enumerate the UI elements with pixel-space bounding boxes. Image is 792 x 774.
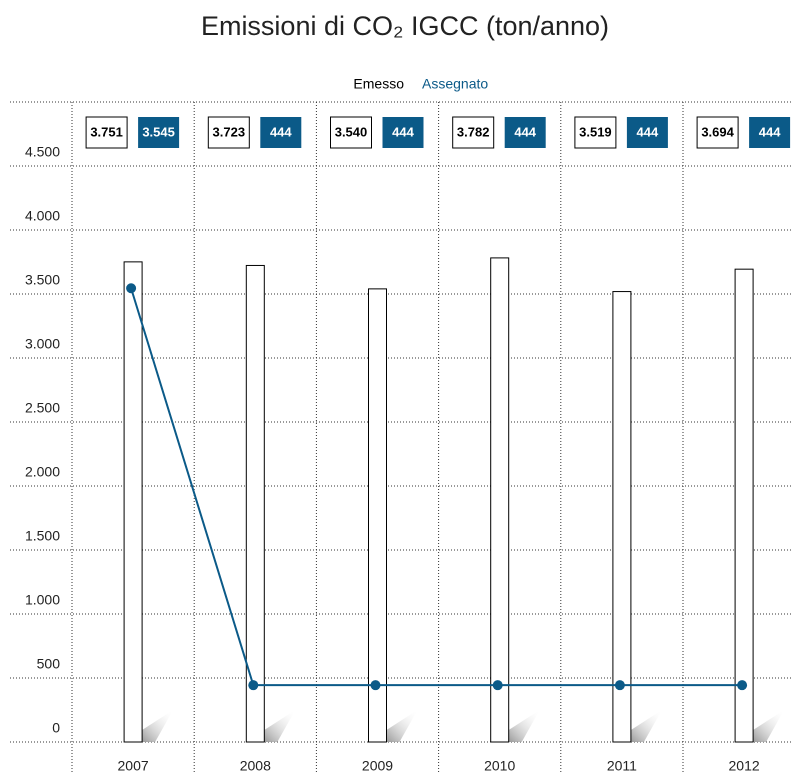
line-point	[370, 680, 381, 691]
line-point	[492, 680, 503, 691]
chart-title: Emissioni di CO₂ IGCC (ton/anno)	[201, 11, 609, 41]
value-label: 444	[759, 124, 781, 139]
bar-shadow	[386, 710, 418, 742]
value-box	[138, 117, 180, 148]
y-tick-label: 500	[37, 656, 61, 672]
y-tick-label: 1.500	[25, 528, 60, 544]
bar-shadow	[508, 710, 540, 742]
value-label: 444	[514, 124, 536, 139]
value-label: 3.782	[457, 124, 490, 139]
bar	[612, 291, 632, 743]
x-tick-label: 2009	[362, 758, 393, 774]
value-label: 3.540	[335, 124, 368, 139]
line-point	[248, 680, 259, 691]
bar	[245, 264, 265, 743]
value-box	[504, 117, 546, 148]
value-label: 3.545	[142, 124, 175, 139]
x-tick-label: 2008	[240, 758, 271, 774]
bar	[123, 261, 143, 743]
value-box	[382, 117, 424, 148]
y-tick-label: 3.000	[25, 336, 60, 352]
bar	[734, 268, 754, 743]
value-box	[749, 117, 791, 148]
y-tick-label: 2.000	[25, 464, 60, 480]
bar	[368, 288, 387, 743]
value-label: 3.723	[213, 124, 246, 139]
value-label: 444	[637, 124, 659, 139]
y-tick-label: 4.500	[25, 144, 60, 160]
y-tick-label: 4.000	[25, 208, 60, 224]
value-box	[626, 117, 668, 148]
bar-shadow	[142, 710, 174, 742]
value-box	[260, 117, 302, 148]
bar-shadow	[630, 710, 662, 742]
y-tick-label: 0	[52, 720, 60, 736]
legend-label: Assegnato	[422, 76, 488, 92]
value-box	[452, 116, 495, 149]
y-tick-label: 1.000	[25, 592, 60, 608]
x-tick-label: 2011	[607, 758, 637, 774]
value-box	[574, 116, 617, 149]
line-point	[737, 680, 748, 691]
bar-shadow	[264, 710, 296, 742]
line	[130, 287, 743, 687]
x-tick-label: 2010	[484, 758, 515, 774]
y-tick-label: 2.500	[25, 400, 60, 416]
y-tick-label: 3.500	[25, 272, 60, 288]
bar-shadow	[753, 710, 785, 742]
value-label: 3.694	[701, 124, 734, 139]
value-box	[696, 116, 739, 149]
value-label: 444	[392, 124, 414, 139]
x-tick-label: 2012	[729, 758, 760, 774]
value-label: 3.519	[579, 124, 612, 139]
bar	[490, 257, 510, 743]
value-box	[207, 116, 250, 149]
value-label: 3.751	[90, 124, 123, 139]
x-tick-label: 2007	[118, 758, 149, 774]
line-point	[126, 283, 137, 294]
value-label: 444	[270, 124, 292, 139]
line-point	[614, 680, 625, 691]
legend-label: Emesso	[353, 76, 404, 92]
value-box	[85, 116, 128, 149]
value-box	[330, 116, 372, 149]
